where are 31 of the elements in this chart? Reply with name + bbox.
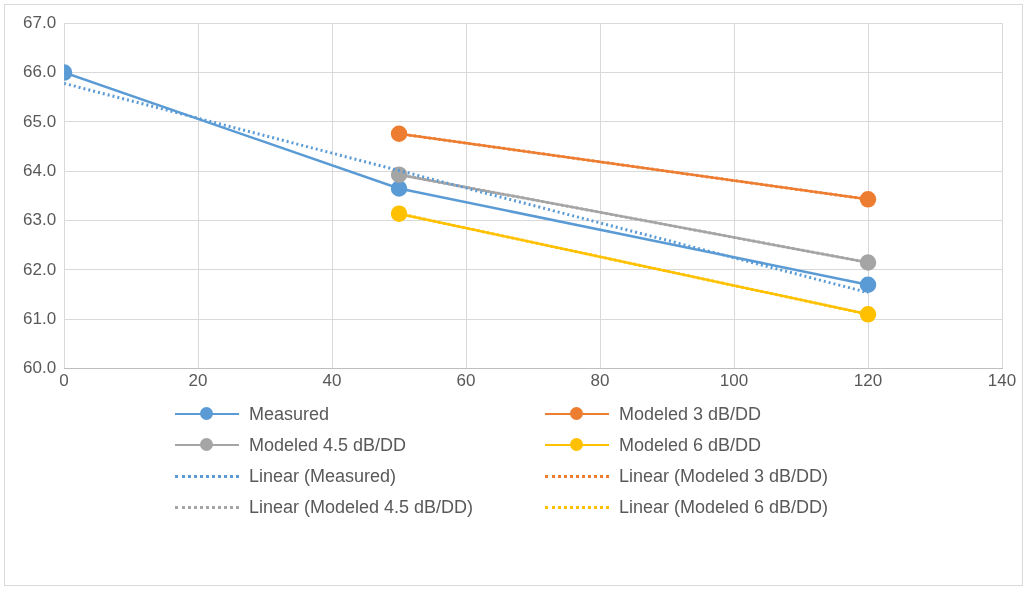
- legend-label: Linear (Modeled 4.5 dB/DD): [249, 496, 474, 518]
- y-tick-label: 62.0: [22, 259, 57, 279]
- y-tick-label: 64.0: [22, 160, 57, 180]
- y-tick-label: 65.0: [22, 111, 57, 131]
- legend-label: Linear (Modeled 6 dB/DD): [619, 496, 829, 518]
- y-tick-label: 60.0: [22, 358, 57, 378]
- legend-label: Linear (Measured): [249, 465, 397, 487]
- x-tick-label: 0: [59, 371, 69, 391]
- x-tick-label: 80: [590, 371, 610, 391]
- x-tick-label: 120: [853, 371, 883, 391]
- legend-label: Measured: [249, 403, 330, 425]
- y-tick-label: 63.0: [22, 210, 57, 230]
- legend-label: Modeled 3 dB/DD: [619, 403, 762, 425]
- legend-label: Modeled 4.5 dB/DD: [249, 434, 407, 456]
- x-tick-label: 100: [719, 371, 749, 391]
- x-tick-label: 60: [456, 371, 476, 391]
- point: [859, 276, 877, 293]
- legend-label: Linear (Modeled 3 dB/DD): [619, 465, 829, 487]
- point: [859, 306, 877, 323]
- y-tick-label: 61.0: [22, 308, 57, 328]
- point: [390, 205, 408, 222]
- point: [390, 180, 408, 197]
- x-tick-label: 20: [188, 371, 208, 391]
- legend-label: Modeled 6 dB/DD: [619, 434, 762, 456]
- x-tick-label: 40: [322, 371, 342, 391]
- point: [390, 125, 408, 142]
- point: [859, 191, 877, 208]
- y-tick-label: 67.0: [22, 12, 57, 32]
- y-tick-label: 66.0: [22, 62, 57, 82]
- point: [859, 254, 877, 271]
- x-tick-label: 140: [987, 371, 1017, 391]
